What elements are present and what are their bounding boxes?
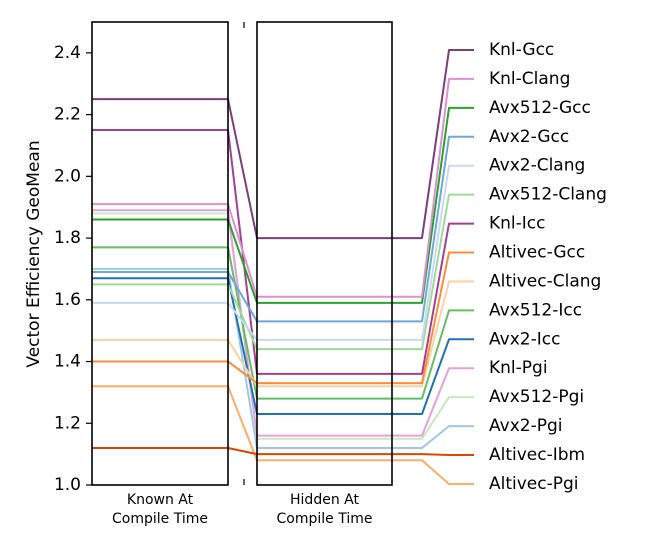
series-line-altivec-gcc bbox=[92, 251, 474, 385]
panel-frame-2 bbox=[256, 21, 393, 486]
legend-label-altivec-gcc: Altivec-Gcc bbox=[489, 243, 585, 263]
category-label-line2: Compile Time bbox=[277, 511, 373, 527]
category-labels: Known At Compile Time Hidden At Compile Tim… bbox=[112, 492, 372, 527]
series-line-altivec-pgi bbox=[92, 385, 474, 485]
legend-label-avx2-clang: Avx2-Clang bbox=[489, 156, 585, 176]
legend-label-avx2-gcc: Avx2-Gcc bbox=[489, 127, 569, 147]
y-axis-title: Vector Efficiency GeoMean bbox=[24, 140, 44, 367]
series-line-altivec-clang bbox=[92, 280, 474, 388]
legend-label-avx512-pgi: Avx512-Pgi bbox=[489, 387, 584, 407]
series-line-knl-clang bbox=[92, 77, 474, 298]
y-tick-label: 2.4 bbox=[54, 43, 81, 63]
series-line-avx512-pgi bbox=[92, 212, 474, 440]
category-label-line2: Compile Time bbox=[112, 511, 208, 527]
series-line-knl-icc bbox=[92, 129, 474, 375]
category-label-line1: Hidden At bbox=[290, 492, 359, 508]
legend-label-altivec-ibm: Altivec-Ibm bbox=[489, 445, 585, 465]
legend-label-avx2-icc: Avx2-Icc bbox=[489, 329, 560, 349]
legend: Knl-Gcc Knl-Clang Avx512-Gcc Avx2-Gcc Avx2-C… bbox=[489, 40, 607, 494]
legend-label-knl-pgi: Knl-Pgi bbox=[489, 358, 548, 378]
legend-label-knl-gcc: Knl-Gcc bbox=[489, 40, 554, 60]
legend-label-avx512-clang: Avx512-Clang bbox=[489, 185, 607, 205]
legend-label-knl-clang: Knl-Clang bbox=[489, 69, 570, 89]
series-lines bbox=[92, 49, 474, 485]
series-line-avx2-icc bbox=[92, 277, 474, 416]
series-line-avx512-clang bbox=[92, 193, 474, 351]
legend-label-knl-icc: Knl-Icc bbox=[489, 214, 546, 234]
y-axis: 1.0 1.2 1.4 1.6 1.8 2.0 2.2 2.4 bbox=[54, 43, 92, 495]
panel-frames bbox=[91, 21, 393, 486]
panel-frame-1 bbox=[91, 21, 229, 486]
series-line-avx2-pgi bbox=[92, 267, 474, 449]
y-tick-label: 2.2 bbox=[54, 105, 81, 125]
legend-label-altivec-pgi: Altivec-Pgi bbox=[489, 474, 579, 494]
series-line-avx512-icc bbox=[92, 246, 474, 400]
series-line-avx2-gcc bbox=[92, 135, 474, 323]
series-line-altivec-ibm bbox=[92, 446, 474, 457]
series-line-knl-pgi bbox=[92, 209, 474, 437]
y-tick-label: 1.8 bbox=[54, 228, 81, 248]
category-label-line1: Known At bbox=[127, 492, 194, 508]
legend-label-avx512-gcc: Avx512-Gcc bbox=[489, 98, 591, 118]
y-tick-label: 1.4 bbox=[54, 352, 81, 372]
series-line-avx2-clang bbox=[92, 164, 474, 341]
legend-label-altivec-clang: Altivec-Clang bbox=[489, 271, 601, 291]
series-line-avx512-gcc bbox=[92, 106, 474, 304]
y-tick-label: 1.6 bbox=[54, 290, 81, 310]
y-tick-label: 2.0 bbox=[54, 166, 81, 186]
series-line-knl-gcc bbox=[92, 49, 474, 240]
legend-label-avx2-pgi: Avx2-Pgi bbox=[489, 416, 562, 436]
y-tick-label: 1.0 bbox=[54, 475, 81, 495]
y-tick-label: 1.2 bbox=[54, 413, 81, 433]
legend-label-avx512-icc: Avx512-Icc bbox=[489, 300, 582, 320]
